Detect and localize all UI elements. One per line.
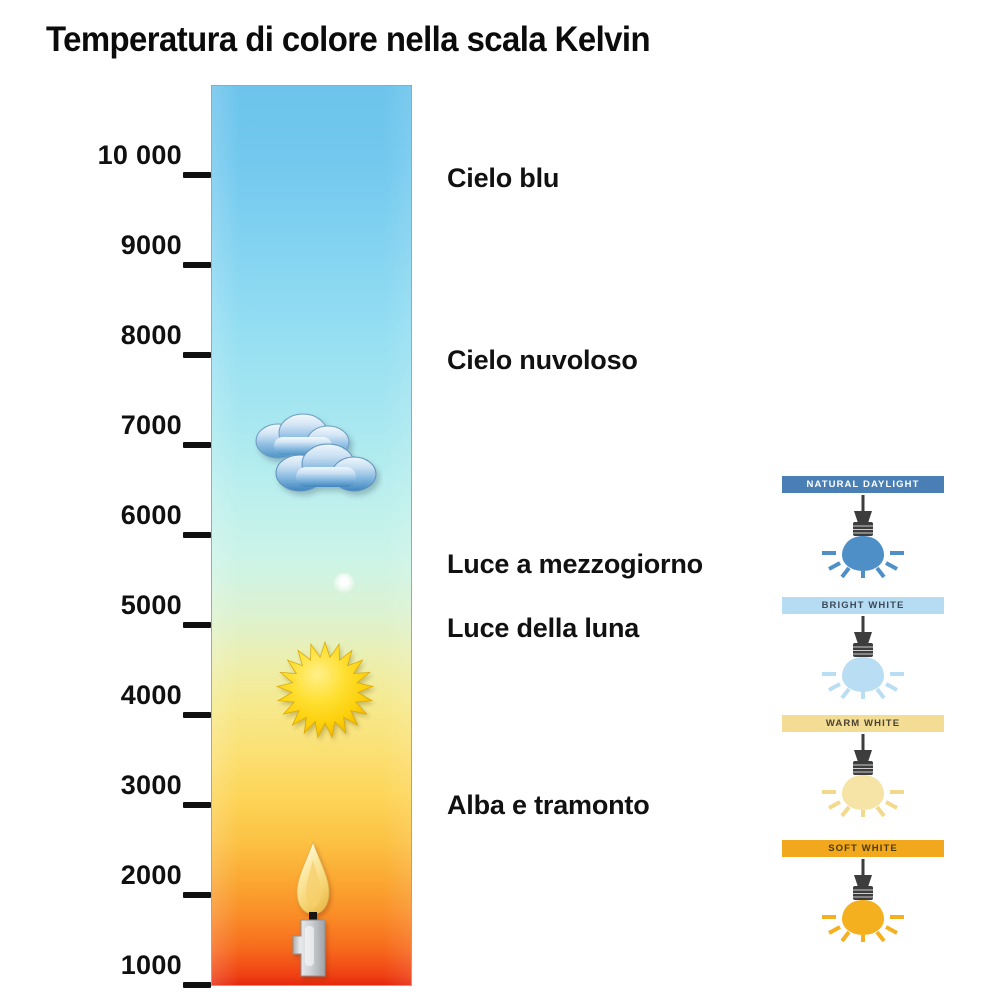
page-title: Temperatura di colore nella scala Kelvin: [46, 20, 651, 59]
sun-icon: [275, 640, 375, 740]
axis-tick-label: 10 000: [97, 140, 182, 170]
description-label: Cielo blu: [447, 163, 560, 193]
axis-tick: [183, 262, 211, 268]
description-label: Luce a mezzogiorno: [447, 549, 703, 579]
light-bulb-icon: [782, 857, 944, 942]
axis-tick: [183, 802, 211, 808]
axis-tick: [183, 352, 211, 358]
axis-tick-label: 1000: [120, 950, 182, 980]
axis-tick-label: 9000: [120, 230, 182, 260]
light-bulb-icon: [782, 732, 944, 817]
axis-tick: [183, 172, 211, 178]
light-bulb-icon: [782, 614, 944, 699]
axis-tick-label: 6000: [120, 500, 182, 530]
axis-tick: [183, 712, 211, 718]
legend-card[interactable]: WARM WHITE: [782, 715, 944, 817]
axis-tick: [183, 982, 211, 988]
axis-tick-label: 4000: [120, 680, 182, 710]
legend-card[interactable]: BRIGHT WHITE: [782, 597, 944, 699]
legend-card[interactable]: NATURAL DAYLIGHT: [782, 476, 944, 578]
axis-tick-label: 7000: [120, 410, 182, 440]
legend-card[interactable]: SOFT WHITE: [782, 840, 944, 942]
axis-tick-label: 5000: [120, 590, 182, 620]
moon-icon: [334, 573, 354, 593]
description-label: Alba e tramonto: [447, 790, 650, 820]
clouds-icon: [248, 409, 383, 501]
legend-card-title: NATURAL DAYLIGHT: [782, 476, 944, 493]
light-bulb-icon: [782, 493, 944, 578]
description-label: Luce della luna: [447, 613, 640, 643]
axis-tick: [183, 442, 211, 448]
candle-icon: [283, 836, 343, 982]
description-label: Cielo nuvoloso: [447, 345, 638, 375]
legend-card-title: SOFT WHITE: [782, 840, 944, 857]
axis-tick: [183, 532, 211, 538]
legend-card-title: BRIGHT WHITE: [782, 597, 944, 614]
axis-tick-label: 8000: [120, 320, 182, 350]
legend-card-title: WARM WHITE: [782, 715, 944, 732]
axis-tick-label: 2000: [120, 860, 182, 890]
axis-tick: [183, 892, 211, 898]
axis-tick-label: 3000: [120, 770, 182, 800]
axis-tick: [183, 622, 211, 628]
